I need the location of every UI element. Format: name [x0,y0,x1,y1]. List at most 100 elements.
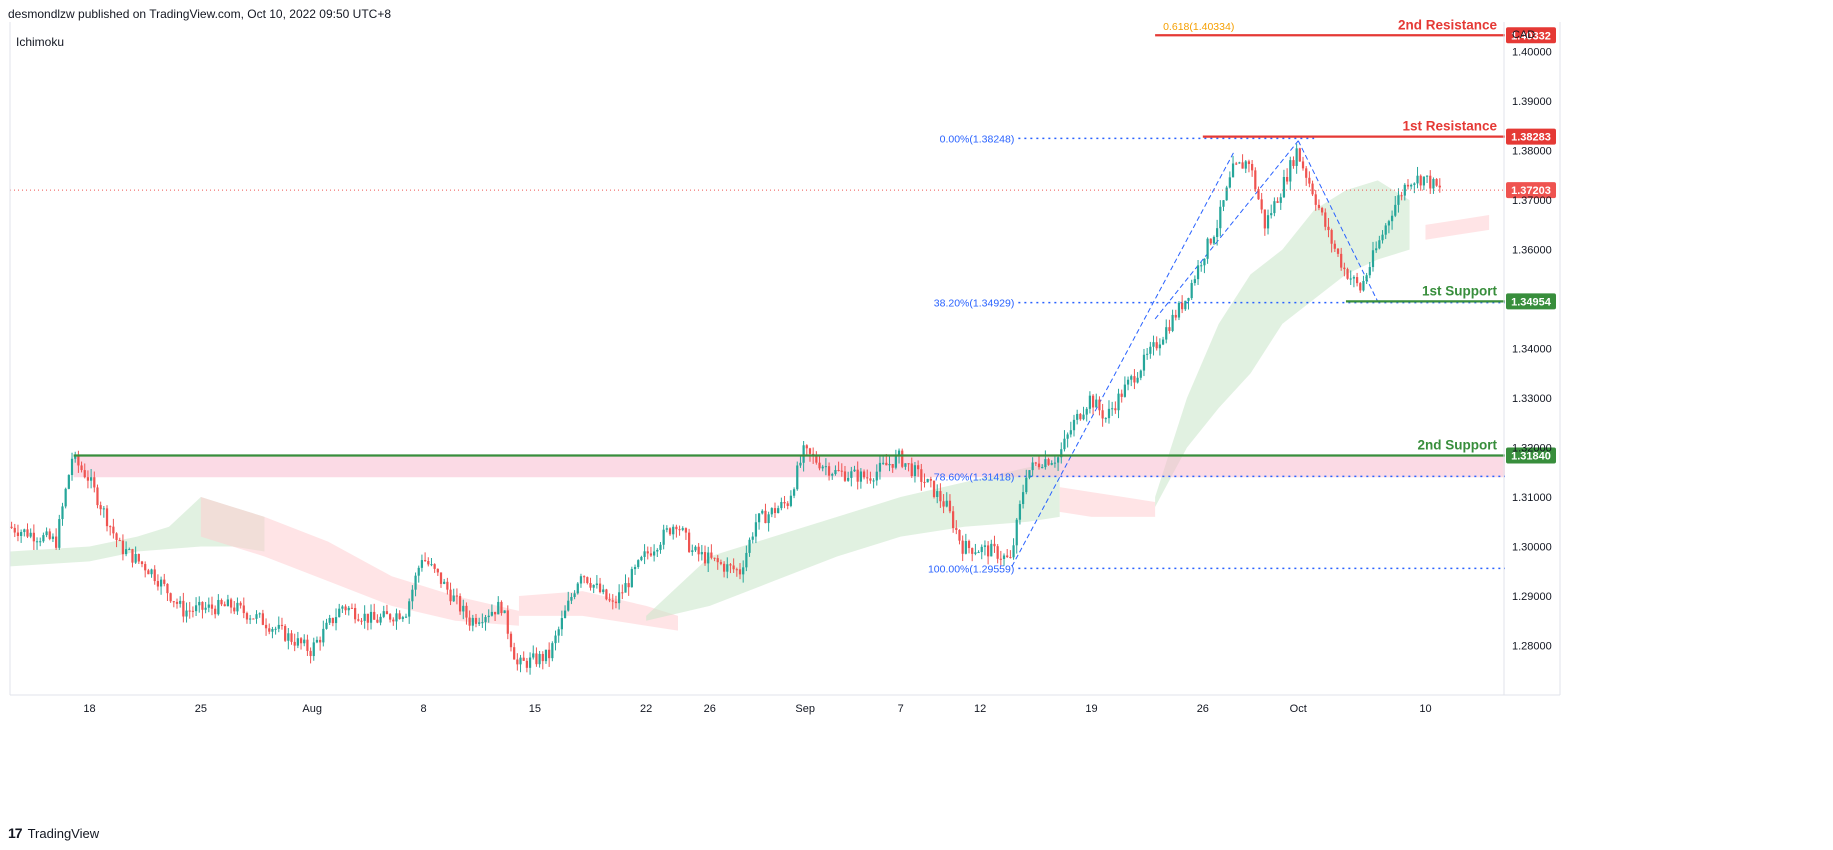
candle-body [1107,408,1111,419]
level-price-value: 1.40332 [1511,30,1551,42]
candle-body [490,611,494,616]
candle-body [277,624,280,629]
candle-body [548,649,551,659]
candle-body [971,548,974,554]
candle-body [589,583,592,588]
candle-body [369,611,373,623]
candle-body [1088,395,1092,409]
candle-body [42,535,45,542]
ichimoku-cloud [10,180,1490,631]
candle-body [917,465,920,470]
candle-body [229,599,233,608]
candle-body [1266,215,1270,229]
candle-body [1247,161,1251,164]
candle-body [792,489,796,496]
candle-body [1231,163,1235,178]
candle-body [1324,212,1327,227]
cloud-red [200,497,519,626]
candle-body [255,614,258,619]
candle-body [296,638,299,646]
candle-body [471,617,474,626]
candle-body [894,455,897,468]
candle-body [1355,277,1359,284]
candle-body [1244,161,1247,169]
level-label: 2nd Resistance [1398,17,1498,32]
candle-body [239,602,242,606]
candle-body [1336,248,1340,254]
candle-body [1416,175,1419,184]
y-tick-label: 1.30000 [1512,542,1552,554]
candle-body [745,552,748,568]
candle-body [1006,555,1009,558]
candle-body [735,569,738,571]
cloud-red [1425,214,1490,240]
candle-body [1034,462,1037,464]
candle-body [465,605,468,618]
candle-body [468,617,471,626]
candle-body [115,533,118,541]
candlesticks [10,143,1441,675]
candle-body [226,599,230,607]
candle-body [799,462,802,466]
candle-body [163,579,166,584]
candle-body [528,657,532,668]
candle-body [1346,269,1349,279]
candle-body [729,564,732,566]
candle-body [691,550,694,552]
candle-body [280,624,284,627]
candle-body [338,608,341,618]
candle-body [1276,201,1279,203]
candle-body [455,595,459,597]
candle-body [398,613,401,619]
candle-body [86,477,90,481]
x-tick-label: 19 [1085,703,1097,715]
candle-body [1365,275,1368,281]
candle-body [172,601,175,603]
candle-body [1111,408,1114,410]
candle-body [897,450,901,456]
candle-body [983,545,987,547]
candle-body [484,617,487,623]
candle-body [347,607,350,611]
x-tick-label: Aug [302,703,322,715]
candle-body [1015,519,1018,546]
candle-body [1155,342,1158,349]
candle-body [1400,195,1403,197]
candle-body [538,653,541,665]
y-axis-currency: CAD [1512,29,1535,41]
candle-body [1381,234,1384,241]
candle-body [990,543,993,557]
candle-body [449,589,452,602]
candle-body [926,479,929,483]
level-label: 1st Resistance [1402,119,1497,134]
cloud-red [518,591,678,631]
candle-body [1050,463,1053,465]
candle-body [242,605,245,614]
candle-body [474,617,478,624]
footer-brand-name: TradingView [27,825,100,841]
fib-label: 100.00%(1.29559) [928,563,1014,575]
candle-body [630,569,633,588]
candle-body [458,596,462,612]
candle-body [1311,183,1314,195]
candle-body [986,545,990,557]
candle-body [977,552,980,554]
candle-body [509,633,513,648]
candle-body [583,576,586,578]
candle-body [420,560,424,568]
candle-body [1174,314,1177,318]
candle-body [557,629,560,636]
candle-body [1200,265,1203,267]
candle-body [26,529,29,537]
x-tick-label: 22 [640,703,652,715]
candle-body [134,554,137,563]
candle-body [1375,248,1378,251]
candle-body [958,529,961,541]
candle-body [35,541,39,543]
candle-body [1371,250,1375,268]
fib-label: 0.618(1.40334) [1163,21,1234,33]
candle-body [322,628,325,643]
level-label: 1st Support [1422,283,1498,298]
indicator-label-ichimoku[interactable]: Ichimoku [16,35,65,49]
